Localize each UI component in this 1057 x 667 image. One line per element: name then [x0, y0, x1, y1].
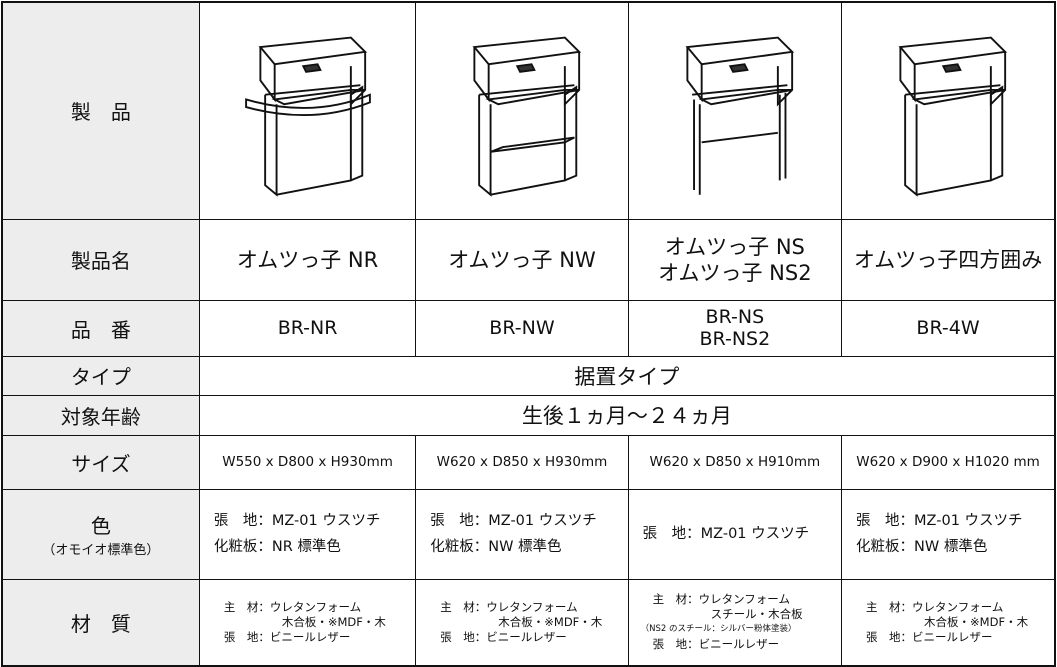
- image-cell: [841, 1, 1056, 220]
- material-line: 木合板・※MDF・木: [924, 614, 1029, 629]
- row-label: サイズ: [1, 434, 200, 490]
- material-line: 主 材：ウレタンフォーム: [652, 592, 790, 607]
- product-name: オムツっ子 NR: [236, 247, 379, 272]
- material-cell: 主 材：ウレタンフォーム 木合板・※MDF・木張 地：ビニールレザー: [198, 578, 417, 667]
- color-line: 化粧板：NR 標準色: [213, 539, 341, 555]
- image-cell: [198, 1, 417, 220]
- name-cell: オムツっ子 NR: [198, 218, 417, 301]
- product-number: BR-NR: [277, 317, 338, 339]
- product-name: オムツっ子四方囲み: [853, 247, 1043, 272]
- row-label: 材 質: [1, 578, 200, 667]
- product-number: BR-NW: [489, 317, 555, 339]
- number-cell: BR-4W: [841, 299, 1056, 357]
- image-cell: [627, 1, 843, 220]
- row-label: 対象年齢: [1, 394, 200, 436]
- color-cell: 張 地：MZ-01 ウスツチ 化粧板：NW 標準色: [415, 488, 629, 580]
- material-line: （NS2 のスチール：シルバー粉体塗装）: [640, 624, 797, 635]
- product-number: BR-NS2: [699, 328, 771, 350]
- product-name: オムツっ子 NS2: [658, 260, 812, 285]
- age-cell: 生後１ヵ月〜２４ヵ月: [198, 394, 1056, 436]
- size-cell: W620 x D900 x H1020 mm: [841, 434, 1056, 490]
- name-cell: オムツっ子四方囲み: [841, 218, 1056, 301]
- product-number: BR-4W: [916, 317, 980, 339]
- color-line: 張 地：MZ-01 ウスツチ: [856, 513, 1023, 529]
- material-line: 木合板・※MDF・木: [281, 614, 386, 629]
- material-line: 主 材：ウレタンフォーム: [440, 599, 578, 614]
- color-line: 化粧板：NW 標準色: [430, 539, 562, 555]
- label-note: （オモイオ標準色）: [42, 543, 160, 558]
- row-label: 色 （オモイオ標準色）: [1, 488, 200, 580]
- row-label: 製 品: [1, 1, 200, 220]
- material-cell: 主 材：ウレタンフォーム 木合板・※MDF・木張 地：ビニールレザー: [841, 578, 1056, 667]
- product-number: BR-NS: [705, 306, 765, 328]
- type-cell: 据置タイプ: [198, 355, 1056, 396]
- size-cell: W620 x D850 x H910mm: [627, 434, 843, 490]
- material-line: 張 地：ビニールレザー: [223, 629, 351, 644]
- material-line: 主 材：ウレタンフォーム: [223, 599, 362, 614]
- image-cell: [415, 1, 629, 220]
- material-line: 木合板・※MDF・木: [498, 614, 603, 629]
- material-cell: 主 材：ウレタンフォーム スチール・木合板 （NS2 のスチール：シルバー粉体塗装）…: [627, 578, 843, 667]
- material-line: 張 地：ビニールレザー: [652, 637, 780, 652]
- product-image: [472, 36, 582, 197]
- row-label: 製品名: [1, 218, 200, 301]
- material-cell: 主 材：ウレタンフォーム 木合板・※MDF・木張 地：ビニールレザー: [415, 578, 629, 667]
- size-cell: W550 x D800 x H930mm: [198, 434, 417, 490]
- color-cell: 張 地：MZ-01 ウスツチ 化粧板：NR 標準色: [198, 488, 417, 580]
- material-line: 張 地：ビニールレザー: [866, 629, 993, 644]
- number-cell: BR-NR: [198, 299, 417, 357]
- product-image: [685, 36, 795, 195]
- number-cell: BR-NW: [415, 299, 629, 357]
- row-label: タイプ: [1, 355, 200, 396]
- color-cell: 張 地：MZ-01 ウスツチ: [627, 488, 843, 580]
- color-line: 化粧板：NW 標準色: [856, 539, 988, 555]
- color-line: 張 地：MZ-01 ウスツチ: [213, 513, 381, 529]
- product-image: [898, 36, 1008, 197]
- size-cell: W620 x D850 x H930mm: [415, 434, 629, 490]
- number-cell: BR-NS BR-NS2: [627, 299, 843, 357]
- row-label: 品 番: [1, 299, 200, 357]
- material-line: スチール・木合板: [710, 607, 803, 622]
- color-cell: 張 地：MZ-01 ウスツチ 化粧板：NW 標準色: [841, 488, 1056, 580]
- name-cell: オムツっ子 NS オムツっ子 NS2: [627, 218, 843, 301]
- material-line: 張 地：ビニールレザー: [440, 629, 567, 644]
- color-line: 張 地：MZ-01 ウスツチ: [430, 513, 597, 529]
- product-image: [244, 36, 371, 197]
- label-text: 色: [90, 514, 111, 538]
- color-line: 張 地：MZ-01 ウスツチ: [642, 526, 810, 542]
- material-line: 主 材：ウレタンフォーム: [866, 599, 1004, 614]
- name-cell: オムツっ子 NW: [415, 218, 629, 301]
- product-name: オムツっ子 NS: [664, 234, 805, 259]
- product-name: オムツっ子 NW: [448, 247, 596, 272]
